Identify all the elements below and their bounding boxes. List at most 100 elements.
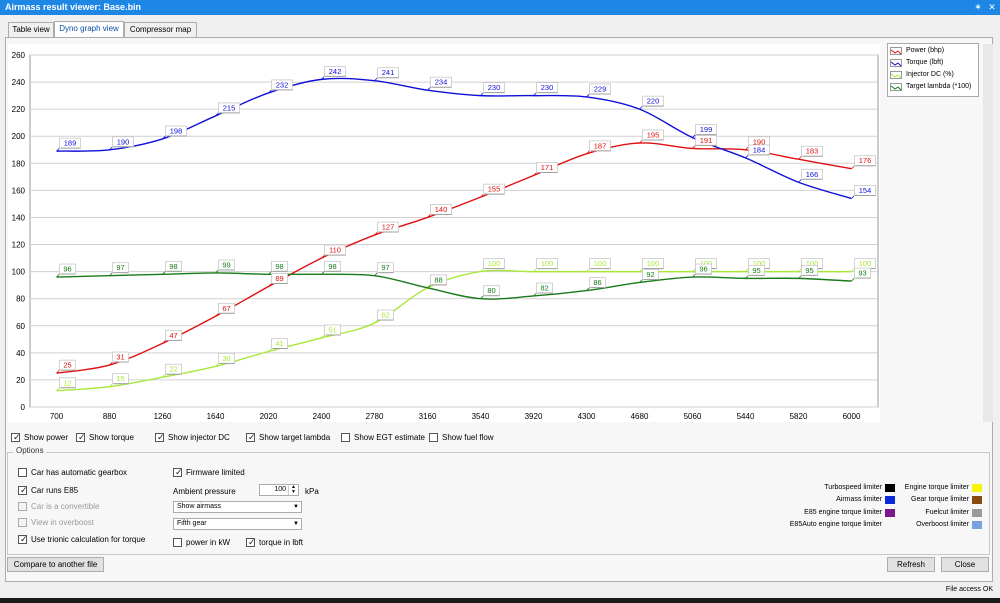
data-label: 190 xyxy=(753,137,766,146)
data-label: 15 xyxy=(116,374,124,383)
data-label-leader xyxy=(798,275,802,279)
data-label-leader xyxy=(480,193,484,198)
legend-label-torque: Torque (lbft) xyxy=(906,59,944,66)
data-label: 199 xyxy=(700,125,713,134)
data-label: 100 xyxy=(806,259,819,268)
refresh-button[interactable]: Refresh xyxy=(887,557,935,572)
gear-torque-limiter-swatch xyxy=(972,496,982,504)
legend-item-power: Power (bhp) xyxy=(890,45,978,57)
y-tick-label: 80 xyxy=(16,295,25,304)
check-mark-icon: ✓ xyxy=(157,432,165,442)
data-label-leader xyxy=(109,383,113,387)
data-label-leader xyxy=(56,387,60,392)
data-label-leader xyxy=(162,135,166,140)
checkbox-box[interactable]: ✓ xyxy=(18,485,28,495)
data-label-leader xyxy=(321,76,325,80)
data-label-leader xyxy=(692,268,696,272)
gear-value: Fifth gear xyxy=(177,520,207,527)
y-tick-label: 120 xyxy=(12,241,26,250)
data-label: 100 xyxy=(594,259,607,268)
data-label-leader xyxy=(639,105,643,110)
x-tick-label: 3160 xyxy=(419,412,437,421)
data-label: 127 xyxy=(382,223,395,232)
pin-icon[interactable]: ✶ xyxy=(974,2,982,12)
checkbox-box[interactable]: ✓ xyxy=(11,432,21,442)
view-mode-combo[interactable]: Show airmass ▼ xyxy=(173,501,302,513)
show-target-lambda-label: Show target lambda xyxy=(259,433,331,442)
checkbox-box[interactable] xyxy=(341,433,350,442)
data-label: 100 xyxy=(753,259,766,268)
data-label: 97 xyxy=(116,263,124,272)
compare-file-button[interactable]: Compare to another file xyxy=(7,557,104,572)
checkbox-box[interactable]: ✓ xyxy=(76,432,86,442)
data-label: 166 xyxy=(806,170,819,179)
checkbox-box[interactable]: ✓ xyxy=(246,432,256,442)
data-label: 100 xyxy=(647,259,660,268)
data-label: 99 xyxy=(222,260,230,269)
data-label: 100 xyxy=(488,259,501,268)
tab-table-view[interactable]: Table view xyxy=(8,22,54,37)
data-label-leader xyxy=(427,284,431,289)
ambient-pressure-spinner[interactable]: 100 ▲ ▼ xyxy=(259,484,299,496)
spinner-arrows-icon[interactable]: ▲ ▼ xyxy=(288,485,298,495)
window-title: Airmass result viewer: Base.bin xyxy=(5,2,142,12)
series-line-2 xyxy=(56,269,852,392)
data-label-leader xyxy=(427,214,431,218)
overboost-label: View in overboost xyxy=(31,518,94,527)
data-label: 220 xyxy=(647,97,660,106)
data-label-leader xyxy=(480,92,484,96)
fuelcut-limiter-label: Fuelcut limiter xyxy=(925,509,969,516)
data-label-leader xyxy=(321,334,325,339)
data-label: 189 xyxy=(64,139,77,148)
show-torque-label: Show torque xyxy=(89,433,134,442)
e85-engine-torque-limiter-label: E85 engine torque limiter xyxy=(804,509,882,516)
data-label-leader xyxy=(639,279,643,283)
data-label: 241 xyxy=(382,68,395,77)
data-label: 22 xyxy=(169,365,177,374)
data-label: 95 xyxy=(752,266,760,275)
legend-item-injector: Injector DC (%) xyxy=(890,69,978,81)
e85-engine-torque-limiter-swatch xyxy=(885,509,895,517)
legend-swatch-lambda xyxy=(890,83,902,91)
y-tick-label: 100 xyxy=(12,268,26,277)
y-tick-label: 180 xyxy=(12,159,26,168)
checkbox-box[interactable] xyxy=(429,433,438,442)
view-mode-value: Show airmass xyxy=(177,503,221,510)
auto-gearbox-label: Car has automatic gearbox xyxy=(31,468,128,477)
checkbox-box[interactable]: ✓ xyxy=(246,537,256,547)
data-label: 176 xyxy=(859,156,872,165)
data-label-leader xyxy=(56,273,60,278)
data-label: 155 xyxy=(488,185,501,194)
data-label: 183 xyxy=(806,147,819,156)
close-window-icon[interactable]: ✕ xyxy=(988,2,996,12)
data-label-leader xyxy=(639,139,643,144)
data-label: 100 xyxy=(541,259,554,268)
overboost-limiter-label: Overboost limiter xyxy=(916,521,969,528)
data-label: 51 xyxy=(328,325,336,334)
data-label-leader xyxy=(692,134,696,138)
legend-label-power: Power (bhp) xyxy=(906,47,945,54)
chart-scrollbar[interactable] xyxy=(983,44,993,422)
legend-item-torque: Torque (lbft) xyxy=(890,57,978,69)
checkbox-box[interactable]: ✓ xyxy=(18,534,28,544)
data-label: 234 xyxy=(435,78,448,87)
gear-combo[interactable]: Fifth gear ▼ xyxy=(173,518,302,530)
data-label-leader xyxy=(745,268,749,272)
checkbox-box[interactable]: ✓ xyxy=(155,432,165,442)
close-button[interactable]: Close xyxy=(941,557,989,572)
dropdown-arrow-icon[interactable]: ▼ xyxy=(293,504,299,510)
dropdown-arrow-icon[interactable]: ▼ xyxy=(293,521,299,527)
checkbox-box[interactable]: ✓ xyxy=(173,467,183,477)
data-label-leader xyxy=(162,340,166,344)
checkbox-box[interactable] xyxy=(173,538,182,547)
checkbox-box[interactable] xyxy=(18,468,27,477)
chart-legend: Power (bhp) Torque (lbft) Injector DC (%… xyxy=(887,43,979,97)
tab-compressor-map[interactable]: Compressor map xyxy=(124,22,197,37)
data-label: 31 xyxy=(116,353,124,362)
data-label-leader xyxy=(745,275,749,279)
tab-dyno-graph-view[interactable]: Dyno graph view xyxy=(54,21,124,37)
data-label-leader xyxy=(533,292,537,297)
data-label-leader xyxy=(533,92,537,96)
data-label-leader xyxy=(215,313,219,317)
ambient-pressure-label: Ambient pressure xyxy=(173,487,236,496)
